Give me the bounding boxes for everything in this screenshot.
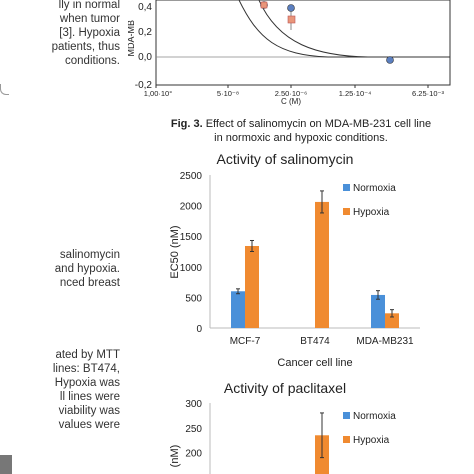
fig3-point-normoxia bbox=[287, 4, 295, 12]
chart-title-paclitaxel: Activity of paclitaxel bbox=[223, 380, 347, 396]
bar-hypoxia-mcf-7 bbox=[245, 245, 259, 328]
legend-swatch-normoxia bbox=[343, 184, 350, 191]
text-line: lines: BT474, bbox=[52, 363, 120, 375]
left-text-block-1: lly in normal when tumor [3]. Hypoxia pa… bbox=[0, 0, 120, 68]
y-tick-label: 2000 bbox=[180, 202, 203, 213]
fig3-xtick: 2.50·10⁻⁶ bbox=[275, 89, 307, 98]
legend-label: Hypoxia bbox=[353, 435, 390, 446]
y-axis-label: EC50 (nM) bbox=[169, 225, 181, 278]
decorative-mark bbox=[0, 84, 9, 95]
left-text-block-2: salinomycin and hypoxia. nced breast bbox=[0, 248, 120, 290]
legend-label: Normoxia bbox=[353, 183, 396, 194]
fig3-curve-normoxia bbox=[238, 0, 450, 58]
fig3-ylabel: MDA-MB bbox=[128, 20, 136, 57]
fig3-xtick: 1,00·10° bbox=[144, 89, 172, 98]
text-line: ll lines were bbox=[59, 391, 120, 403]
legend-swatch-hypoxia bbox=[343, 436, 350, 443]
paclitaxel-bar-chart: 200 250 300 Normoxia Hypoxia (nM) bbox=[169, 399, 396, 474]
fig3-xlabel: C (M) bbox=[281, 97, 301, 106]
text-line: ated by MTT bbox=[55, 349, 120, 361]
y-tick-label: 300 bbox=[185, 399, 202, 410]
image-fragment bbox=[0, 455, 12, 474]
bar-hypoxia-bt474 bbox=[315, 201, 329, 328]
legend-label: Normoxia bbox=[353, 411, 396, 422]
fig3-ytick: 0,0 bbox=[138, 52, 152, 63]
text-line: patients, thus bbox=[51, 41, 120, 53]
fig3-xtick: 6.25·10⁻³ bbox=[412, 89, 444, 98]
x-axis-label: Cancer cell line bbox=[277, 357, 352, 369]
x-tick-label: MCF-7 bbox=[230, 336, 261, 347]
fig3-ytick: 0,4 bbox=[138, 2, 152, 13]
fig3-curve-hypoxia bbox=[258, 0, 450, 58]
figure-3-caption: Fig. 3. Effect of salinomycin on MDA-MB-… bbox=[128, 117, 474, 145]
x-tick-label: MDA-MB231 bbox=[356, 336, 414, 347]
y-tick-label: 2500 bbox=[180, 171, 203, 182]
bar-normoxia-mda-mb231 bbox=[371, 294, 385, 328]
text-line: salinomycin bbox=[59, 249, 120, 261]
text-line: [3]. Hypoxia bbox=[59, 27, 120, 39]
caption-label: Fig. 3. bbox=[170, 118, 203, 130]
y-axis-label: (nM) bbox=[169, 445, 181, 468]
x-tick-label: BT474 bbox=[300, 336, 330, 347]
legend-swatch-normoxia bbox=[343, 412, 350, 419]
fig3-xtick: 5·10⁻⁸ bbox=[217, 89, 239, 98]
fig3-ytick: -0,2 bbox=[135, 80, 153, 91]
legend-label: Hypoxia bbox=[353, 207, 390, 218]
y-tick-label: 1000 bbox=[180, 263, 203, 274]
fig3-xtick: 1.25·10⁻⁴ bbox=[339, 89, 372, 98]
text-line: lly in normal bbox=[58, 0, 120, 11]
fig3-ytick: 0,2 bbox=[138, 27, 152, 38]
text-line: values were bbox=[58, 419, 120, 431]
y-tick-label: 500 bbox=[185, 293, 202, 304]
caption-text: Effect of salinomycin on MDA-MB-231 cell… bbox=[202, 118, 432, 130]
y-tick-label: 0 bbox=[196, 324, 202, 335]
bar-normoxia-mcf-7 bbox=[231, 291, 245, 328]
text-line: when tumor bbox=[59, 13, 120, 25]
fig3-point-normoxia bbox=[386, 56, 394, 64]
chart-title-salinomycin: Activity of salinomycin bbox=[216, 151, 354, 167]
fig3-point-hypoxia bbox=[287, 15, 296, 24]
salinomycin-bar-chart: 0 500 1000 1500 2000 2500 MCF-7 BT474 MDA-MB231 N… bbox=[169, 171, 420, 369]
figure-3-plot: MDA-MB 0,4 0,2 0,0 -0,2 1,00·10° 5·10⁻⁸ … bbox=[128, 0, 451, 106]
text-line: nced breast bbox=[59, 277, 120, 289]
caption-text-line2: in normoxic and hypoxic conditions. bbox=[214, 132, 388, 144]
text-line: conditions. bbox=[65, 55, 120, 67]
text-line: and hypoxia. bbox=[54, 263, 120, 275]
text-line: Hypoxia was bbox=[54, 377, 120, 389]
bar-hypoxia-mda-mb231 bbox=[385, 313, 399, 328]
fig3-point-hypoxia bbox=[260, 1, 268, 9]
text-line: viability was bbox=[58, 405, 120, 417]
y-tick-label: 200 bbox=[185, 449, 202, 460]
legend-swatch-hypoxia bbox=[343, 208, 350, 215]
y-tick-label: 1500 bbox=[180, 232, 203, 243]
y-tick-label: 250 bbox=[185, 424, 202, 435]
left-text-block-3: ated by MTT lines: BT474, Hypoxia was ll… bbox=[0, 348, 120, 432]
fig3-frame bbox=[155, 0, 451, 86]
